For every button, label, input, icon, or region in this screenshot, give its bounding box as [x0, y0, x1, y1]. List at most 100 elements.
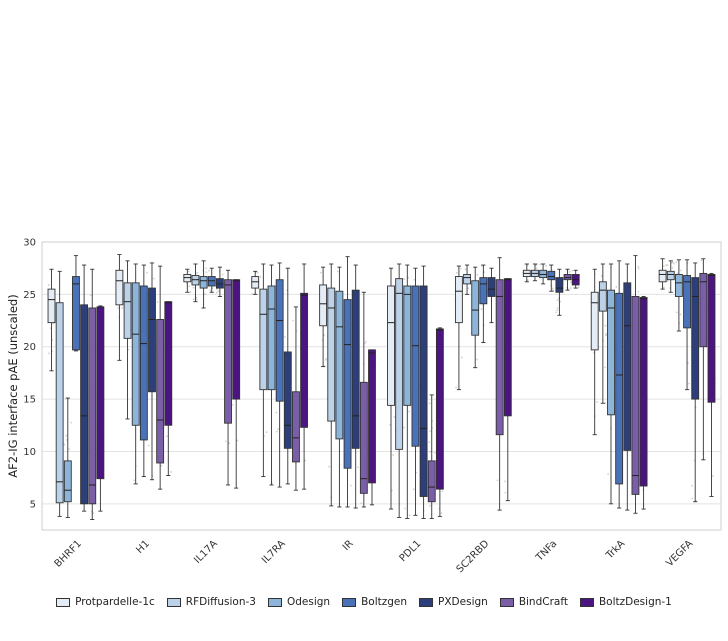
box — [539, 269, 548, 279]
jitter-point — [596, 401, 599, 403]
jitter-point — [360, 502, 363, 505]
jitter-point — [666, 264, 669, 267]
box — [319, 284, 328, 327]
jitter-point — [604, 324, 607, 327]
jitter-point — [325, 358, 327, 360]
jitter-point — [205, 271, 208, 274]
y-tick-label: 10 — [23, 447, 36, 458]
jitter-point — [679, 269, 682, 272]
jitter-point — [259, 276, 262, 278]
jitter-point — [711, 475, 714, 477]
jitter-point — [637, 267, 640, 270]
jitter-point — [671, 261, 674, 264]
box — [590, 291, 599, 351]
box — [691, 277, 700, 400]
jitter-point — [236, 439, 239, 442]
jitter-point — [535, 267, 538, 270]
jitter-point — [569, 287, 572, 290]
jitter-point — [665, 264, 667, 267]
jitter-point — [676, 272, 679, 275]
legend-label: Protpardelle-1c — [75, 596, 155, 608]
jitter-point — [393, 416, 396, 418]
y-tick-label: 30 — [23, 238, 36, 249]
jitter-point — [392, 454, 395, 456]
y-tick-label: 5 — [30, 499, 36, 510]
box — [463, 274, 471, 285]
box — [259, 288, 268, 391]
jitter-point — [356, 466, 359, 469]
jitter-point — [65, 434, 68, 437]
jitter-point — [277, 428, 280, 431]
jitter-point — [192, 298, 195, 301]
box — [454, 276, 463, 324]
jitter-point — [460, 356, 463, 359]
box — [88, 307, 97, 505]
jitter-point — [319, 271, 322, 274]
jitter-point — [670, 261, 673, 264]
jitter-point — [68, 448, 71, 451]
box — [683, 275, 691, 329]
jitter-point — [662, 265, 665, 267]
jitter-point — [215, 291, 218, 294]
jitter-point — [117, 307, 120, 309]
jitter-point — [556, 299, 559, 302]
jitter-point — [408, 514, 411, 517]
box — [658, 269, 667, 283]
jitter-point — [695, 499, 698, 502]
jitter-point — [217, 290, 220, 293]
jitter-point — [480, 308, 483, 310]
legend-item: Odesign — [267, 596, 331, 608]
x-tick-label: TNFa — [534, 538, 560, 564]
y-tick-label: 15 — [23, 395, 36, 406]
jitter-point — [605, 332, 608, 335]
box — [55, 302, 64, 504]
box — [148, 287, 156, 393]
jitter-point — [429, 430, 432, 433]
legend-swatch — [56, 597, 71, 607]
jitter-point — [673, 262, 675, 265]
box — [387, 285, 395, 406]
jitter-point — [323, 334, 325, 337]
x-tick-label: SC2RBD — [455, 538, 492, 575]
jitter-point — [204, 293, 207, 295]
legend-label: BindCraft — [518, 596, 568, 608]
jitter-point — [188, 285, 191, 288]
legend-item: Protpardelle-1c — [56, 596, 155, 608]
jitter-point — [275, 411, 278, 414]
box — [156, 319, 165, 464]
box — [63, 460, 72, 503]
jitter-point — [51, 338, 54, 341]
legend-label: PXDesign — [438, 596, 488, 608]
jitter-point — [224, 440, 227, 443]
jitter-point — [615, 286, 618, 288]
jitter-point — [600, 275, 603, 277]
box — [666, 270, 675, 281]
box — [207, 276, 216, 287]
legend-label: Boltzgen — [361, 596, 408, 608]
legend-swatch — [267, 597, 282, 607]
box — [435, 328, 444, 490]
box — [563, 274, 572, 281]
jitter-point — [325, 359, 327, 361]
box — [503, 278, 512, 417]
jitter-point — [292, 319, 294, 322]
jitter-point — [476, 358, 479, 361]
box — [123, 282, 132, 339]
box — [368, 349, 376, 484]
box — [47, 288, 56, 324]
jitter-point — [92, 512, 95, 515]
jitter-point — [605, 334, 607, 337]
box — [251, 276, 260, 289]
x-tick-label: TrkA — [604, 538, 628, 562]
legend-item: BindCraft — [499, 596, 568, 608]
jitter-point — [391, 489, 393, 492]
box — [403, 285, 412, 406]
box — [267, 285, 276, 391]
box — [495, 279, 504, 436]
legend-label: Odesign — [286, 596, 331, 608]
box — [419, 285, 428, 497]
jitter-point — [195, 296, 198, 299]
box — [327, 287, 336, 422]
jitter-point — [671, 266, 674, 269]
jitter-point — [156, 301, 159, 303]
